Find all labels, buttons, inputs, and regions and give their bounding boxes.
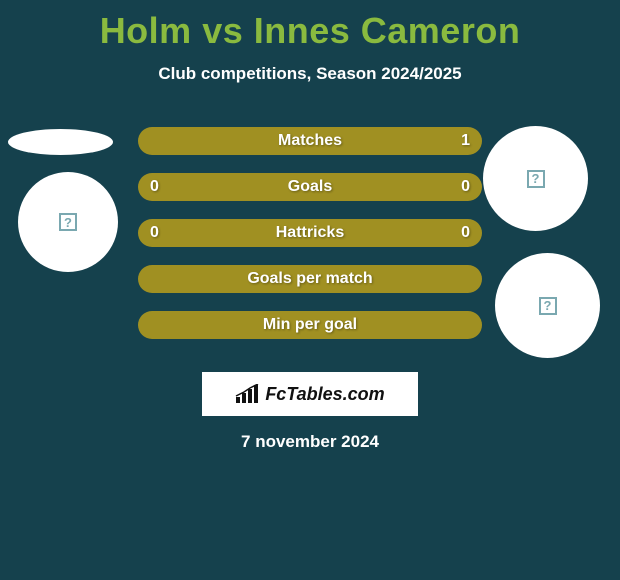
- stat-label: Goals per match: [247, 270, 372, 288]
- stat-row-min-per-goal: Min per goal: [138, 311, 482, 339]
- stat-row-goals: 0 Goals 0: [138, 173, 482, 201]
- placeholder-icon: [59, 213, 77, 231]
- stat-label: Goals: [288, 178, 332, 196]
- logo-text: FcTables.com: [265, 384, 384, 405]
- player-left-shadow: [8, 129, 113, 155]
- page-subtitle: Club competitions, Season 2024/2025: [0, 64, 620, 84]
- comparison-content: Matches 1 0 Goals 0 0 Hattricks 0 Goals …: [0, 114, 620, 364]
- stat-rows: Matches 1 0 Goals 0 0 Hattricks 0 Goals …: [138, 127, 482, 357]
- logo-box: FcTables.com: [202, 372, 418, 416]
- chart-icon: [235, 384, 261, 404]
- player-right-bottom-avatar: [495, 253, 600, 358]
- stat-label: Min per goal: [263, 316, 357, 334]
- placeholder-icon: [527, 170, 545, 188]
- date-line: 7 november 2024: [0, 432, 620, 452]
- stat-right-value: 0: [461, 178, 470, 196]
- stat-row-hattricks: 0 Hattricks 0: [138, 219, 482, 247]
- placeholder-icon: [539, 297, 557, 315]
- stat-right-value: 1: [461, 132, 470, 150]
- stat-left-value: 0: [150, 178, 159, 196]
- stat-row-goals-per-match: Goals per match: [138, 265, 482, 293]
- stat-left-value: 0: [150, 224, 159, 242]
- player-left-avatar: [18, 172, 118, 272]
- page-title: Holm vs Innes Cameron: [0, 0, 620, 52]
- stat-row-matches: Matches 1: [138, 127, 482, 155]
- stat-label: Matches: [278, 132, 342, 150]
- stat-right-value: 0: [461, 224, 470, 242]
- player-right-top-avatar: [483, 126, 588, 231]
- stat-label: Hattricks: [276, 224, 344, 242]
